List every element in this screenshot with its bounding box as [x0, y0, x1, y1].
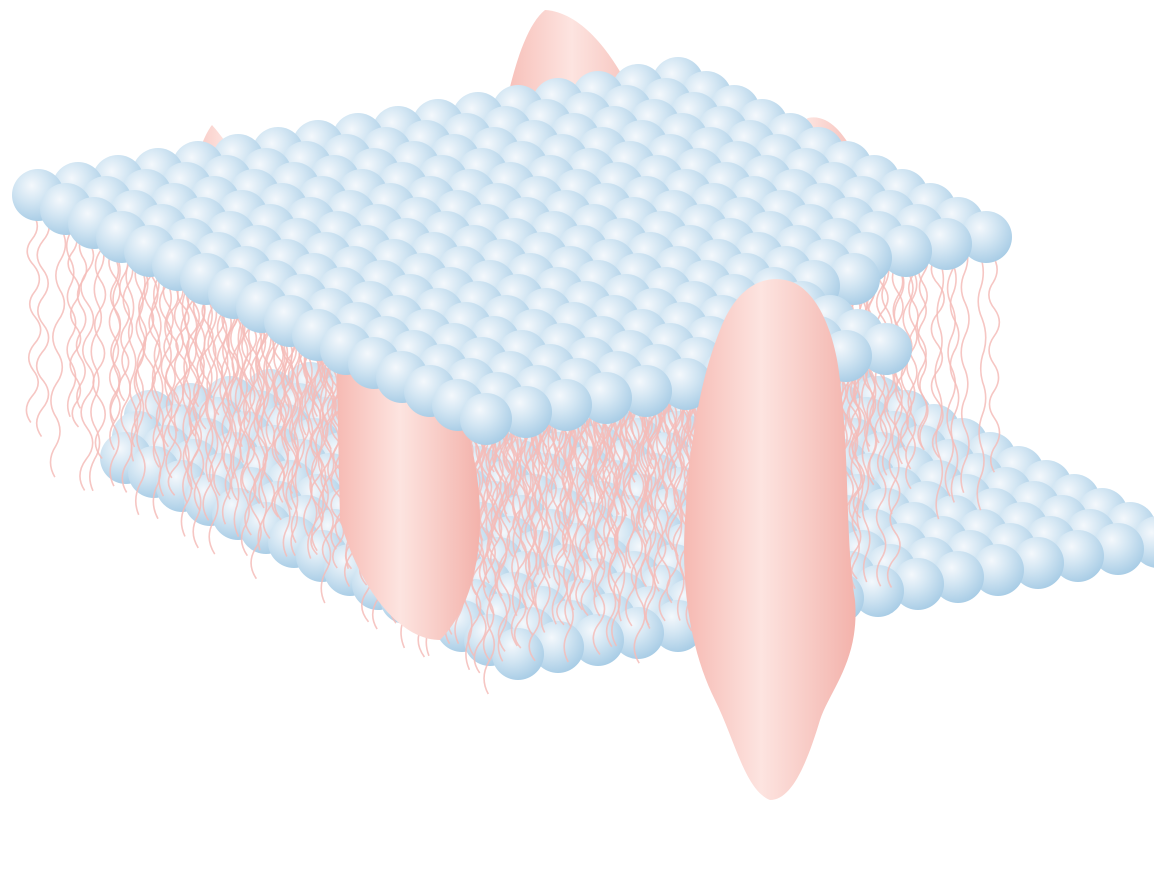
lipid-tail — [125, 233, 139, 462]
lipid-tail — [905, 268, 918, 490]
lipid-tail — [190, 296, 206, 549]
lipid-head — [532, 621, 584, 673]
lipid-head — [660, 358, 712, 410]
lipid-tail — [330, 366, 347, 569]
lipid-tail — [577, 401, 594, 616]
lipid-tail — [483, 436, 498, 695]
lipid-tail — [165, 282, 182, 496]
lipid-head — [580, 372, 632, 424]
lipid-tail — [875, 366, 888, 587]
lipid-head — [460, 393, 512, 445]
lipid-head — [920, 218, 972, 270]
lipid-tail — [109, 254, 121, 487]
lipid-head — [860, 323, 912, 375]
lipid-tail — [886, 366, 901, 588]
lipid-head — [828, 253, 880, 305]
lipid-tail — [152, 247, 166, 497]
lipid-head — [540, 379, 592, 431]
lipid-tail — [944, 240, 957, 497]
lipid-head — [620, 365, 672, 417]
lipid-tail — [563, 422, 579, 663]
lipid-tail — [65, 205, 77, 418]
lipid-tail — [35, 212, 51, 438]
lipid-head — [500, 386, 552, 438]
lipid-tail — [280, 338, 291, 557]
lipid-tail — [605, 415, 619, 648]
lipid-tail — [988, 254, 1001, 473]
lipid-tail — [25, 212, 42, 423]
lipid-tail — [79, 240, 95, 491]
lipid-tail — [888, 268, 905, 515]
upper-leaflet — [12, 57, 1012, 445]
lipid-tail — [510, 394, 522, 647]
lipid-tail — [496, 415, 510, 662]
lipid-tail — [613, 394, 631, 604]
lipid-tail — [524, 408, 541, 636]
lipid-tail — [633, 408, 648, 664]
lipid-tail — [949, 261, 960, 503]
lipid-tail — [905, 247, 919, 470]
lipid-tail — [656, 387, 671, 622]
lipid-tail — [523, 429, 541, 662]
lipid-tail — [934, 261, 945, 520]
lipid-tail — [512, 429, 528, 649]
lipid-tail — [92, 219, 107, 459]
lipid-tail — [846, 352, 863, 580]
lipid-tail — [192, 261, 208, 512]
lipid-head — [1052, 530, 1104, 582]
lipid-tail — [49, 226, 67, 478]
lipid-head — [880, 225, 932, 277]
lipid-tail — [673, 401, 685, 621]
lipid-tail — [180, 282, 193, 537]
lipid-tail — [257, 324, 272, 551]
lipid-head — [572, 614, 624, 666]
lipid-tail — [917, 247, 929, 449]
lipid-tail — [206, 296, 219, 555]
lipid-head — [1012, 537, 1064, 589]
lipid-head — [960, 211, 1012, 263]
lipid-tail — [643, 387, 658, 626]
lipid-tail — [150, 268, 162, 520]
lipid-tail — [482, 415, 499, 662]
lipid-tail — [67, 226, 82, 428]
lipid-tail — [289, 338, 301, 557]
lipid-tail — [89, 240, 105, 492]
protein — [684, 279, 856, 801]
lipid-head — [1092, 523, 1144, 575]
lipid-tail — [202, 275, 218, 521]
lipid-tail — [221, 310, 233, 525]
lipid-head — [892, 558, 944, 610]
lipid-head — [972, 544, 1024, 596]
lipid-tail — [568, 401, 580, 611]
lipid-head — [492, 628, 544, 680]
lipid-tail — [248, 324, 263, 580]
lipid-tail — [861, 352, 871, 583]
lipid-tail — [120, 254, 134, 493]
lipid-tail — [536, 408, 551, 633]
lipid-tail — [181, 261, 192, 504]
lipid-tail — [134, 268, 149, 516]
lipid-tail — [976, 254, 987, 511]
lipid-tail — [848, 373, 860, 589]
lipid-tail — [319, 331, 335, 566]
lipid-head — [932, 551, 984, 603]
lipid-tail — [317, 352, 332, 604]
lipid-tail — [606, 394, 621, 647]
lipid-tail — [960, 240, 970, 494]
lipid-tail — [867, 275, 877, 481]
lipid-tail — [236, 310, 250, 557]
lipid-tail — [290, 317, 300, 544]
lipid-tail — [592, 415, 607, 656]
lipid-tail — [645, 408, 657, 629]
